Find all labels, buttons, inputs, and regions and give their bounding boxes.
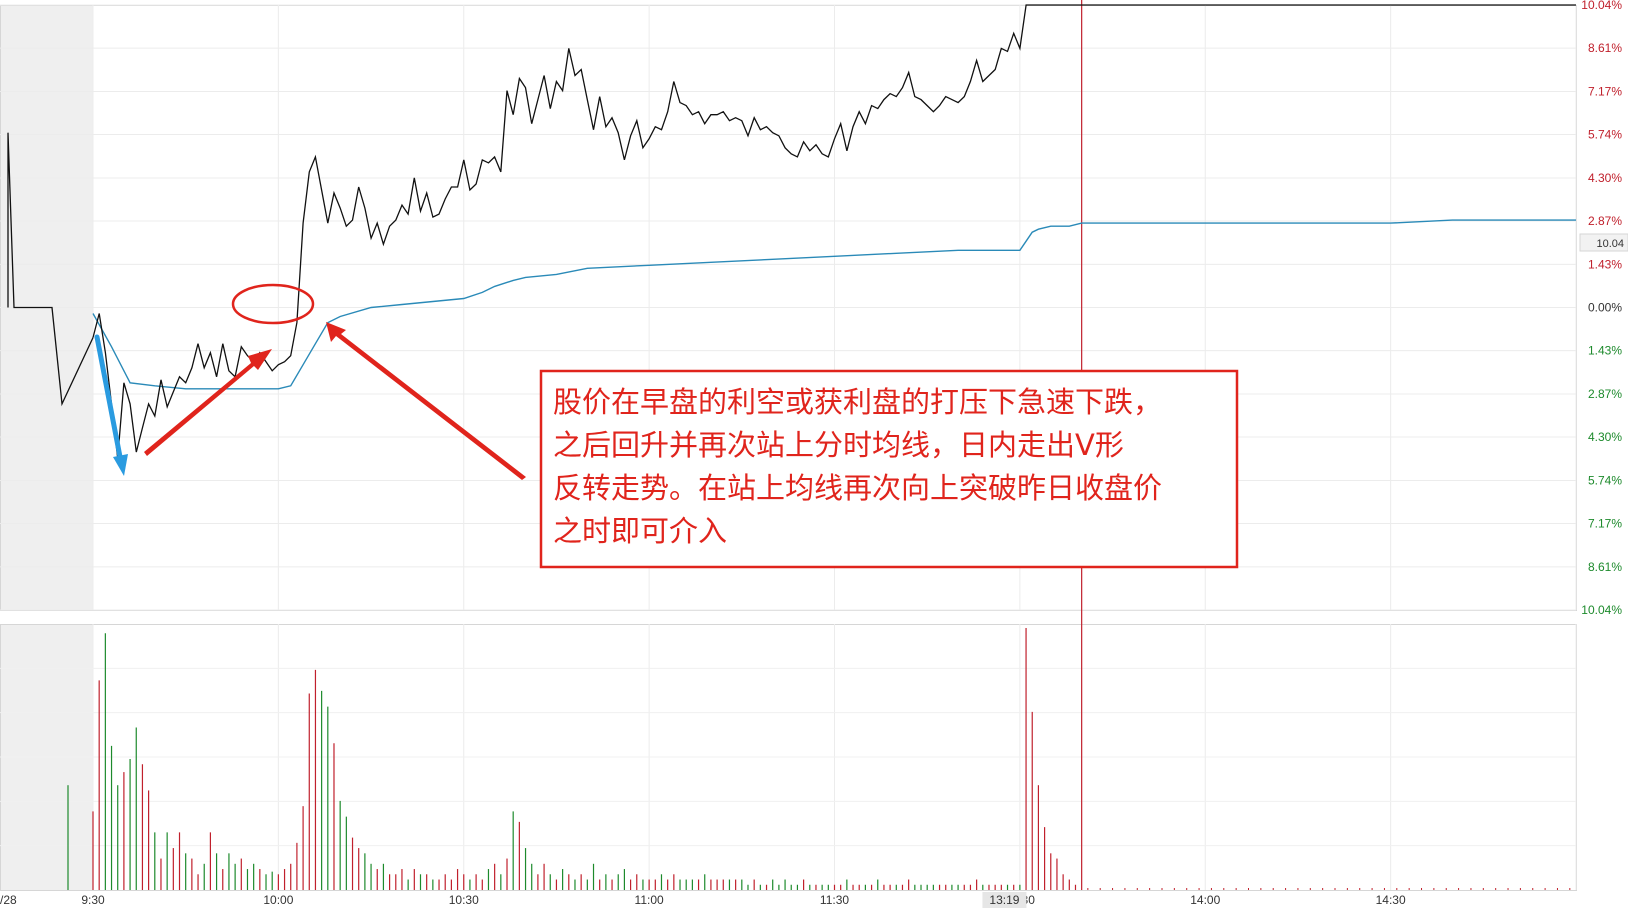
price-line (92, 4, 1576, 459)
annotation-box (539, 369, 1239, 569)
volume-bars (67, 0, 1571, 890)
date-stub-label: /28 (0, 893, 17, 907)
cursor-time-tag (982, 892, 1027, 908)
x-tick-label: 11:30 (820, 893, 849, 907)
annotations: 股价在早盘的利空或获利盘的打压下急速下跌， 之后回升并再次站上分时均线，日内走出… (94, 283, 1239, 569)
y-tick-label: 5.74% (1588, 473, 1622, 487)
annotation-line-2: 之后回升并再次站上分时均线，日内走出V形 (553, 428, 1124, 462)
drop-arrow-shaft (94, 334, 124, 465)
y-tick-label: 2.87% (1588, 214, 1622, 228)
y-tick-label: 10.04% (1581, 0, 1622, 12)
grid (0, 4, 1577, 890)
y-tick-label: 2.87% (1588, 387, 1622, 401)
annotation-line-1: 股价在早盘的利空或获利盘的打压下急速下跌， (553, 385, 1162, 419)
y-tick-label: 1.43% (1588, 344, 1622, 358)
average-price-line (92, 219, 1576, 390)
x-tick-label: 14:30 (1376, 893, 1406, 907)
y-tick-label: 1.43% (1588, 257, 1622, 271)
x-tick-label: 11:00 (635, 893, 664, 907)
avg-cross-arrow (326, 322, 526, 480)
cursor-value-tag: 10.04 (1579, 233, 1628, 252)
cursor-time: 13:19 (989, 893, 1019, 907)
cursor-value: 10.04 (1596, 238, 1624, 250)
x-tick-label: 10:00 (263, 893, 293, 907)
y-tick-label: 4.30% (1588, 430, 1622, 444)
y-tick-label: 8.61% (1588, 560, 1622, 574)
x-tick-label: 9:30 (81, 893, 105, 907)
x-axis-labels: /289:3010:0010:3011:0011:3013:3014:0014:… (0, 892, 1406, 908)
y-tick-label: 5.74% (1588, 128, 1622, 142)
y-tick-label: 8.61% (1588, 41, 1622, 55)
y-tick-label: 10.04% (1581, 603, 1622, 617)
annotation-line-3: 反转走势。在站上均线再次向上突破昨日收盘价 (553, 471, 1162, 505)
recovery-arrow (144, 349, 272, 456)
drop-arrow-head (113, 454, 128, 476)
pre-open-path (7, 132, 94, 407)
annotation-line-4: 之时即可介入 (553, 514, 727, 548)
pre-open-price-line (7, 132, 94, 407)
breakout-circle (231, 283, 315, 325)
x-tick-label: 14:00 (1190, 893, 1220, 907)
y-tick-label: 0.00% (1588, 301, 1622, 315)
y-tick-label: 4.30% (1588, 171, 1622, 185)
y-axis-labels: 10.04% 8.61% 7.17% 5.74% 4.30% 2.87% 1.43% 0.00… (1581, 0, 1622, 617)
x-tick-label: 10:30 (449, 893, 479, 907)
y-tick-label: 7.17% (1588, 517, 1622, 531)
y-tick-label: 7.17% (1588, 84, 1622, 98)
